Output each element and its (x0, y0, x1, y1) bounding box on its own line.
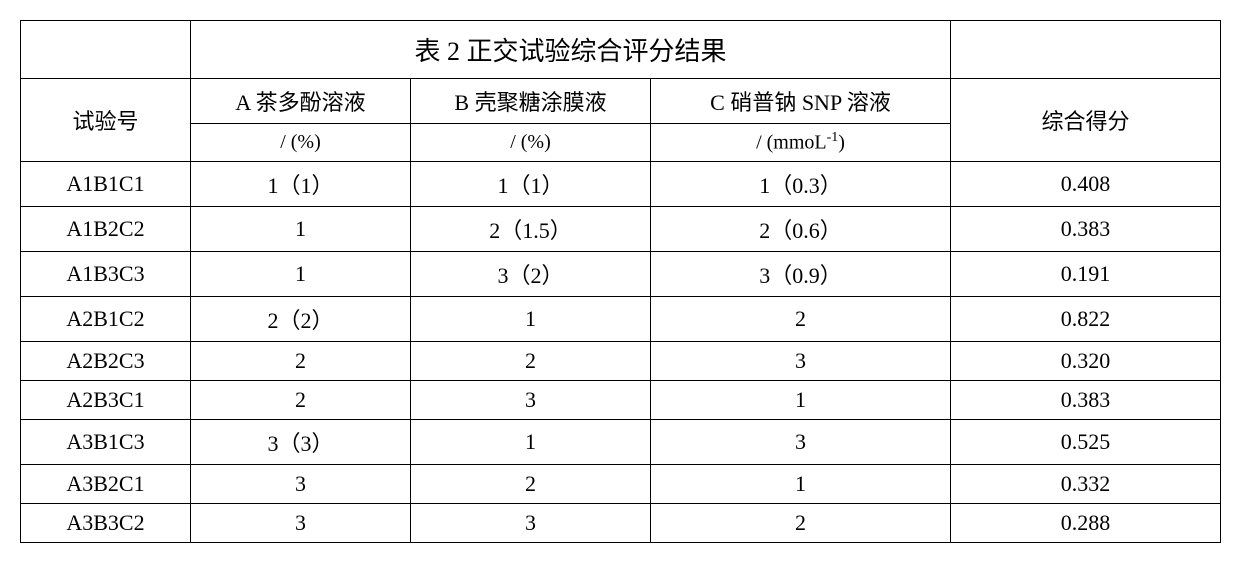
cell-a: 1 (191, 251, 411, 296)
cell-a: 1 (191, 206, 411, 251)
table-row: A3B2C1 3 2 1 0.332 (21, 464, 1221, 503)
table-row: A3B1C3 3（3） 1 3 0.525 (21, 419, 1221, 464)
header-score: 综合得分 (951, 79, 1221, 162)
cell-score: 0.288 (951, 503, 1221, 542)
cell-c: 1（0.3） (651, 161, 951, 206)
cell-score: 0.383 (951, 380, 1221, 419)
unit-c-sup: -1 (827, 130, 839, 145)
cell-c: 3（0.9） (651, 251, 951, 296)
cell-a: 2（2） (191, 296, 411, 341)
table-row: A2B3C1 2 3 1 0.383 (21, 380, 1221, 419)
cell-id: A3B2C1 (21, 464, 191, 503)
title-blank-right (951, 21, 1221, 79)
cell-a: 2 (191, 380, 411, 419)
header-factor-b: B 壳聚糖涂膜液 (411, 79, 651, 124)
cell-a: 3 (191, 464, 411, 503)
cell-c: 3 (651, 419, 951, 464)
cell-c: 2 (651, 296, 951, 341)
cell-c: 1 (651, 380, 951, 419)
unit-factor-c: / (mmoL-1) (651, 124, 951, 162)
cell-b: 2 (411, 341, 651, 380)
cell-score: 0.320 (951, 341, 1221, 380)
cell-id: A1B1C1 (21, 161, 191, 206)
cell-b: 3 (411, 503, 651, 542)
cell-b: 2（1.5） (411, 206, 651, 251)
table-row: A1B3C3 1 3（2） 3（0.9） 0.191 (21, 251, 1221, 296)
table-body: A1B1C1 1（1） 1（1） 1（0.3） 0.408 A1B2C2 1 2… (21, 161, 1221, 542)
orthogonal-experiment-table: 表 2 正交试验综合评分结果 试验号 A 茶多酚溶液 B 壳聚糖涂膜液 C 硝普… (20, 20, 1221, 543)
unit-c-suffix: ) (838, 132, 845, 154)
header-factor-c: C 硝普钠 SNP 溶液 (651, 79, 951, 124)
table-container: 表 2 正交试验综合评分结果 试验号 A 茶多酚溶液 B 壳聚糖涂膜液 C 硝普… (20, 20, 1220, 543)
title-blank-left (21, 21, 191, 79)
cell-a: 2 (191, 341, 411, 380)
title-row: 表 2 正交试验综合评分结果 (21, 21, 1221, 79)
cell-score: 0.332 (951, 464, 1221, 503)
cell-a: 3 (191, 503, 411, 542)
cell-id: A2B1C2 (21, 296, 191, 341)
table-row: A1B1C1 1（1） 1（1） 1（0.3） 0.408 (21, 161, 1221, 206)
table-row: A2B1C2 2（2） 1 2 0.822 (21, 296, 1221, 341)
header-factor-a: A 茶多酚溶液 (191, 79, 411, 124)
cell-score: 0.822 (951, 296, 1221, 341)
cell-b: 3 (411, 380, 651, 419)
cell-id: A2B2C3 (21, 341, 191, 380)
cell-score: 0.383 (951, 206, 1221, 251)
cell-c: 1 (651, 464, 951, 503)
cell-score: 0.191 (951, 251, 1221, 296)
cell-id: A2B3C1 (21, 380, 191, 419)
table-title: 表 2 正交试验综合评分结果 (191, 21, 951, 79)
cell-b: 3（2） (411, 251, 651, 296)
header-trial-id: 试验号 (21, 79, 191, 162)
cell-b: 1 (411, 419, 651, 464)
cell-a: 1（1） (191, 161, 411, 206)
cell-score: 0.408 (951, 161, 1221, 206)
header-row-1: 试验号 A 茶多酚溶液 B 壳聚糖涂膜液 C 硝普钠 SNP 溶液 综合得分 (21, 79, 1221, 124)
cell-b: 2 (411, 464, 651, 503)
table-row: A3B3C2 3 3 2 0.288 (21, 503, 1221, 542)
cell-c: 3 (651, 341, 951, 380)
cell-id: A1B3C3 (21, 251, 191, 296)
cell-c: 2 (651, 503, 951, 542)
cell-id: A1B2C2 (21, 206, 191, 251)
cell-b: 1 (411, 296, 651, 341)
cell-id: A3B3C2 (21, 503, 191, 542)
unit-c-prefix: / (mmoL (756, 132, 827, 154)
cell-id: A3B1C3 (21, 419, 191, 464)
unit-factor-b: / (%) (411, 124, 651, 162)
table-row: A2B2C3 2 2 3 0.320 (21, 341, 1221, 380)
unit-factor-a: / (%) (191, 124, 411, 162)
table-row: A1B2C2 1 2（1.5） 2（0.6） 0.383 (21, 206, 1221, 251)
cell-b: 1（1） (411, 161, 651, 206)
cell-a: 3（3） (191, 419, 411, 464)
cell-c: 2（0.6） (651, 206, 951, 251)
cell-score: 0.525 (951, 419, 1221, 464)
